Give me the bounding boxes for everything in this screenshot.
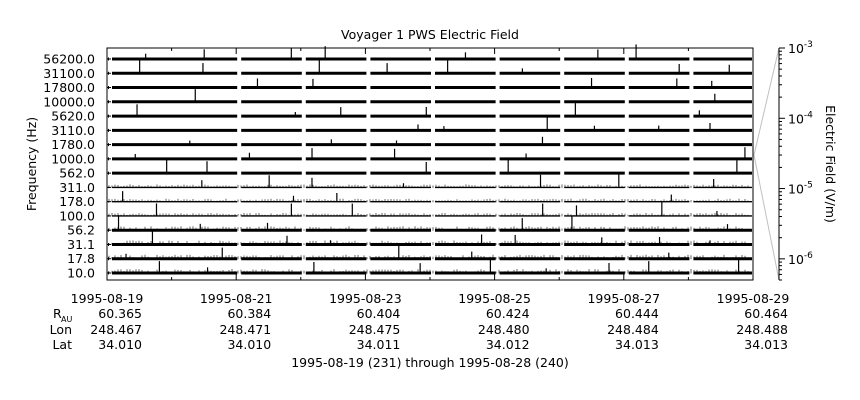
ephem-lat-value: 34.012 bbox=[486, 337, 530, 352]
x-tick-label: 1995-08-25 bbox=[458, 291, 531, 306]
ephem-r-value: 60.365 bbox=[98, 306, 142, 321]
channel-noise bbox=[108, 226, 749, 231]
ephem-label-r-sub: AU bbox=[61, 315, 72, 324]
colorbar-tick-label: 10-4 bbox=[788, 110, 813, 126]
chart-footer: 1995-08-19 (231) through 1995-08-28 (240… bbox=[291, 355, 569, 370]
ephem-lat-value: 34.013 bbox=[744, 337, 788, 352]
y-tick-label: 1780.0 bbox=[51, 137, 95, 152]
ephem-label-r: R bbox=[53, 306, 62, 321]
channel-noise bbox=[108, 184, 749, 188]
y-tick-label: 3110.0 bbox=[51, 123, 95, 138]
channel-noise bbox=[108, 213, 749, 217]
ephem-lon-value: 248.475 bbox=[349, 322, 401, 337]
ephem-lat-value: 34.011 bbox=[357, 337, 401, 352]
y-tick-label: 311.0 bbox=[59, 180, 95, 195]
ephem-lon-value: 248.488 bbox=[736, 322, 788, 337]
y-tick-label: 100.0 bbox=[59, 208, 95, 223]
y-tick-label: 17.8 bbox=[67, 251, 95, 266]
x-tick-label: 1995-08-27 bbox=[587, 291, 660, 306]
y-tick-label: 56.2 bbox=[67, 223, 95, 238]
y-tick-label: 1000.0 bbox=[51, 151, 95, 166]
x-axis-ticks bbox=[106, 48, 754, 280]
ephem-r-value: 60.384 bbox=[227, 306, 271, 321]
x-tick-label: 1995-08-29 bbox=[717, 291, 790, 306]
ephem-r-value: 60.424 bbox=[486, 306, 530, 321]
y-tick-label: 5620.0 bbox=[51, 109, 95, 124]
ephem-lat-value: 34.010 bbox=[98, 337, 142, 352]
channel-traces bbox=[108, 44, 752, 275]
ephem-lat-value: 34.013 bbox=[615, 337, 659, 352]
colorbar-label: Electric Field (V/m) bbox=[823, 105, 838, 223]
colorbar-link-bottom bbox=[753, 154, 780, 281]
ephem-lon-value: 248.480 bbox=[478, 322, 530, 337]
ephemeris-columns: 1995-08-1960.365248.46734.0101995-08-216… bbox=[71, 291, 790, 352]
y-tick-label: 31100.0 bbox=[43, 66, 95, 81]
ephem-r-value: 60.444 bbox=[615, 306, 659, 321]
ephem-lon-value: 248.467 bbox=[90, 322, 142, 337]
ephem-label-r-main: R bbox=[53, 306, 62, 321]
y-axis-ticks: 56200.031100.017800.010000.05620.03110.0… bbox=[43, 52, 111, 281]
y-tick-label: 56200.0 bbox=[43, 52, 95, 67]
x-tick-label: 1995-08-19 bbox=[71, 291, 144, 306]
ephem-label-lon: Lon bbox=[50, 322, 72, 337]
y-axis-label: Frequency (Hz) bbox=[24, 117, 39, 211]
ephem-lon-value: 248.471 bbox=[219, 322, 271, 337]
ephem-r-value: 60.464 bbox=[744, 306, 788, 321]
y-tick-label: 17800.0 bbox=[43, 80, 95, 95]
x-tick-label: 1995-08-21 bbox=[200, 291, 273, 306]
chart-title: Voyager 1 PWS Electric Field bbox=[341, 27, 519, 42]
ephem-label-lat: Lat bbox=[52, 337, 72, 352]
colorbar: 10-3 10-4 10-5 10-6 Electric Field (V/m) bbox=[753, 40, 838, 281]
x-tick-label: 1995-08-23 bbox=[329, 291, 402, 306]
y-tick-label: 178.0 bbox=[59, 194, 95, 209]
channel-noise bbox=[108, 198, 749, 203]
y-tick-label: 562.0 bbox=[59, 166, 95, 181]
y-tick-label: 10000.0 bbox=[43, 94, 95, 109]
ephem-r-value: 60.404 bbox=[357, 306, 401, 321]
colorbar-tick-label: 10-5 bbox=[788, 181, 813, 197]
channel-noise bbox=[108, 254, 749, 260]
y-tick-label: 10.0 bbox=[67, 266, 95, 281]
colorbar-link-top bbox=[753, 47, 780, 156]
colorbar-tick-label: 10-6 bbox=[788, 251, 813, 267]
colorbar-ticks: 10-3 10-4 10-5 10-6 bbox=[779, 40, 813, 281]
channel-noise bbox=[108, 269, 749, 274]
colorbar-tick-label: 10-3 bbox=[788, 40, 813, 56]
ephem-lon-value: 248.484 bbox=[607, 322, 659, 337]
ephem-lat-value: 34.010 bbox=[227, 337, 271, 352]
y-tick-label: 31.1 bbox=[67, 237, 95, 252]
